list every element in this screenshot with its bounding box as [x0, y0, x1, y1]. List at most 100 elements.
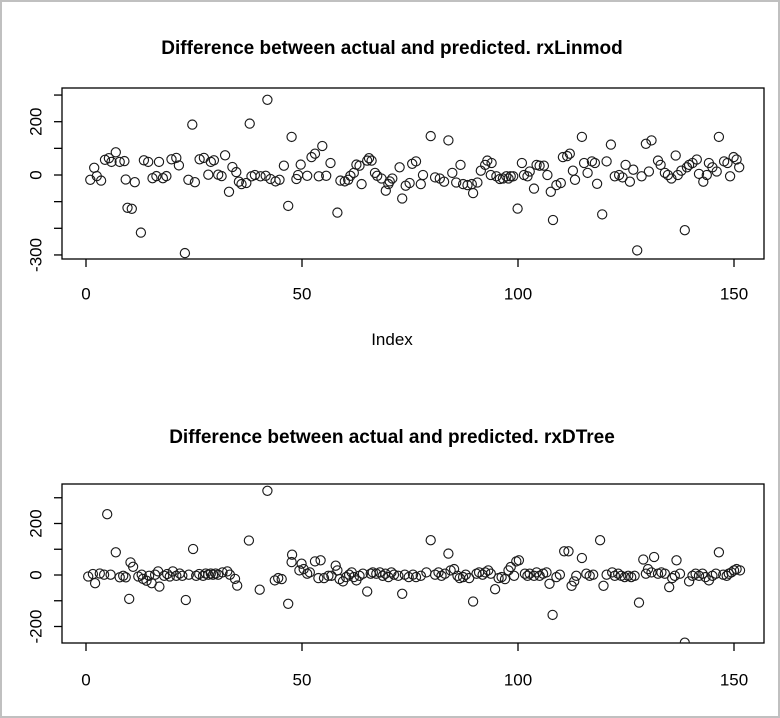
data-point	[551, 571, 562, 583]
data-point	[114, 156, 125, 168]
data-point	[374, 567, 385, 578]
data-point	[189, 177, 201, 188]
data-point	[455, 159, 466, 171]
data-point	[95, 175, 107, 186]
data-point	[567, 165, 579, 176]
data-point	[531, 567, 542, 578]
data-point	[387, 173, 398, 184]
data-point	[388, 569, 400, 580]
data-point	[330, 560, 341, 571]
data-point	[313, 171, 324, 182]
data-point	[380, 185, 391, 196]
data-point	[433, 567, 444, 578]
data-point	[723, 568, 734, 579]
data-point	[377, 570, 388, 581]
data-point	[508, 171, 519, 182]
data-point	[354, 160, 365, 171]
data-point	[425, 130, 436, 142]
data-point	[700, 571, 711, 583]
data-point	[633, 597, 645, 608]
data-point	[286, 131, 297, 143]
data-point	[613, 169, 625, 181]
data-point	[217, 567, 228, 578]
data-point	[232, 580, 243, 591]
data-point	[620, 159, 631, 171]
data-point	[141, 575, 152, 586]
data-point	[648, 551, 660, 563]
data-point	[662, 169, 674, 181]
data-point	[581, 568, 592, 579]
data-point	[443, 135, 454, 146]
data-point	[734, 565, 746, 576]
data-point	[94, 568, 105, 579]
data-point	[254, 584, 265, 595]
data-point	[161, 170, 172, 182]
data-point	[457, 571, 469, 583]
data-point	[241, 177, 252, 189]
data-point	[166, 154, 177, 165]
data-point	[601, 156, 612, 167]
data-point	[173, 160, 185, 171]
data-point	[295, 159, 306, 170]
data-point	[369, 167, 381, 179]
data-point	[711, 166, 722, 177]
x-tick-label: 0	[81, 285, 90, 304]
data-point	[404, 177, 415, 189]
data-point	[545, 186, 556, 197]
data-point	[538, 160, 550, 171]
plot-rxlinmod: 200 0 -300 0 50 100 150	[27, 87, 765, 304]
data-point	[586, 156, 598, 167]
data-point	[607, 567, 618, 578]
x-tick-label: 150	[720, 285, 748, 304]
data-point	[636, 171, 647, 182]
data-point	[334, 573, 345, 585]
x-axis-label-index: Index	[371, 330, 413, 349]
x-tick-label: 100	[504, 671, 532, 690]
data-point	[522, 171, 533, 182]
data-point	[197, 570, 209, 581]
data-point	[513, 555, 525, 566]
data-point	[576, 552, 588, 564]
data-point	[483, 565, 494, 576]
data-point	[229, 573, 241, 585]
data-point	[497, 173, 509, 184]
data-point	[491, 171, 502, 182]
data-point	[713, 131, 725, 143]
data-point	[135, 227, 147, 238]
data-point	[332, 207, 343, 218]
data-point	[219, 150, 231, 161]
data-point	[120, 572, 131, 583]
data-point	[127, 561, 139, 572]
data-point	[183, 569, 194, 580]
data-point	[105, 569, 116, 580]
data-point	[499, 573, 511, 585]
y-tick-label: 0	[27, 170, 46, 179]
data-point	[559, 546, 570, 557]
data-point	[249, 169, 261, 181]
data-point	[460, 569, 471, 580]
data-point	[286, 549, 298, 560]
data-point	[564, 148, 575, 159]
data-point	[120, 174, 131, 185]
data-point	[278, 160, 290, 171]
data-point	[646, 135, 657, 146]
data-point	[524, 166, 535, 177]
data-point	[335, 175, 346, 186]
data-point	[554, 569, 566, 580]
data-point	[541, 567, 552, 578]
data-point	[609, 570, 620, 581]
data-point	[233, 176, 245, 187]
data-point	[98, 569, 110, 580]
data-point	[110, 547, 121, 558]
data-point	[503, 173, 514, 184]
data-point	[447, 167, 458, 179]
plot-title-rxlinmod: Difference between actual and predicted.…	[161, 38, 623, 59]
data-point	[659, 167, 671, 179]
data-point	[628, 164, 639, 175]
data-point	[632, 245, 643, 256]
data-point	[472, 177, 483, 188]
data-point	[569, 174, 581, 185]
data-point	[216, 170, 227, 182]
data-point	[728, 565, 740, 576]
data-point	[429, 172, 441, 183]
